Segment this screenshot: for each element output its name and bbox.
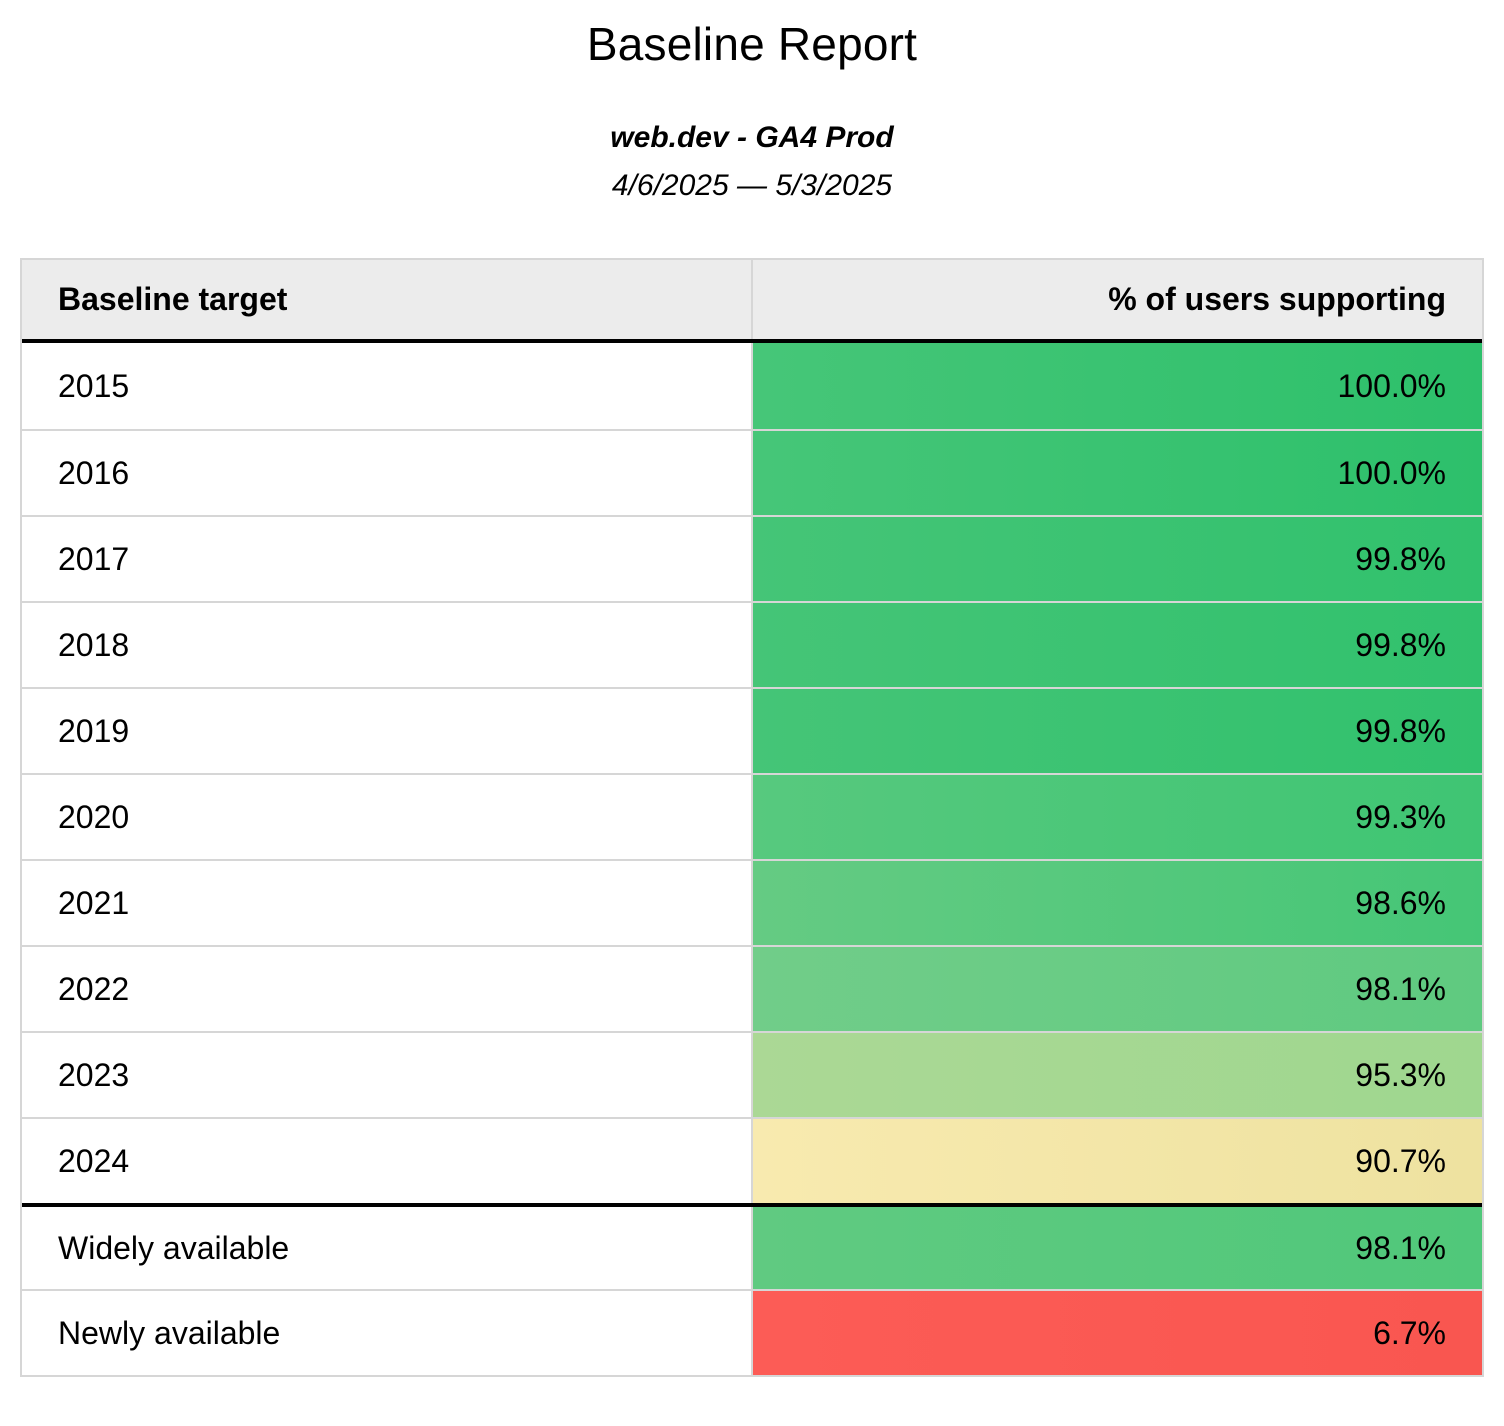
row-value: 98.1% (753, 1206, 1482, 1289)
table-body: 2015 100.0% 2016 100.0% 2017 99.8% 2018 99.8% 20… (22, 342, 1482, 1375)
row-value: 99.8% (753, 688, 1482, 773)
row-label: 2020 (22, 774, 753, 859)
row-label: 2017 (22, 516, 753, 601)
table-row: 2016 100.0% (22, 428, 1482, 515)
table-row: 2021 98.6% (22, 858, 1482, 945)
row-label: 2018 (22, 602, 753, 687)
table-row: 2024 90.7% (22, 1116, 1482, 1203)
table-row: 2023 95.3% (22, 1030, 1482, 1117)
table-row: 2022 98.1% (22, 944, 1482, 1031)
table-row: 2017 99.8% (22, 514, 1482, 601)
row-label: Newly available (22, 1290, 753, 1375)
report-date-range: 4/6/2025 — 5/3/2025 (611, 168, 893, 202)
table-header-row: Baseline target % of users supporting (22, 259, 1482, 343)
row-value: 99.8% (753, 516, 1482, 601)
row-label: Widely available (22, 1206, 753, 1289)
row-label: 2021 (22, 860, 753, 945)
baseline-report-table: Baseline target % of users supporting 20… (20, 257, 1484, 1377)
page-title: Baseline Report (586, 18, 918, 70)
row-label: 2022 (22, 946, 753, 1031)
row-value: 95.3% (753, 1032, 1482, 1117)
row-value: 98.6% (753, 860, 1482, 945)
row-label: 2016 (22, 430, 753, 515)
row-value: 100.0% (753, 430, 1482, 515)
row-value: 99.8% (753, 602, 1482, 687)
table-row: 2020 99.3% (22, 772, 1482, 859)
table-row: Widely available 98.1% (22, 1202, 1482, 1289)
table-row: 2019 99.8% (22, 686, 1482, 773)
row-label: 2015 (22, 342, 753, 429)
column-header-percent-users: % of users supporting (1108, 281, 1446, 317)
table-row: Newly available 6.7% (22, 1288, 1482, 1375)
report-source-subtitle: web.dev - GA4 Prod (610, 120, 894, 154)
row-value: 99.3% (753, 774, 1482, 859)
row-label: 2024 (22, 1118, 753, 1203)
row-label: 2019 (22, 688, 753, 773)
table-row: 2018 99.8% (22, 600, 1482, 687)
row-value: 6.7% (753, 1290, 1482, 1375)
table-row: 2015 100.0% (22, 342, 1482, 429)
row-label: 2023 (22, 1032, 753, 1117)
row-value: 98.1% (753, 946, 1482, 1031)
row-value: 90.7% (753, 1118, 1482, 1203)
row-value: 100.0% (753, 342, 1482, 429)
column-header-baseline-target: Baseline target (22, 259, 753, 339)
